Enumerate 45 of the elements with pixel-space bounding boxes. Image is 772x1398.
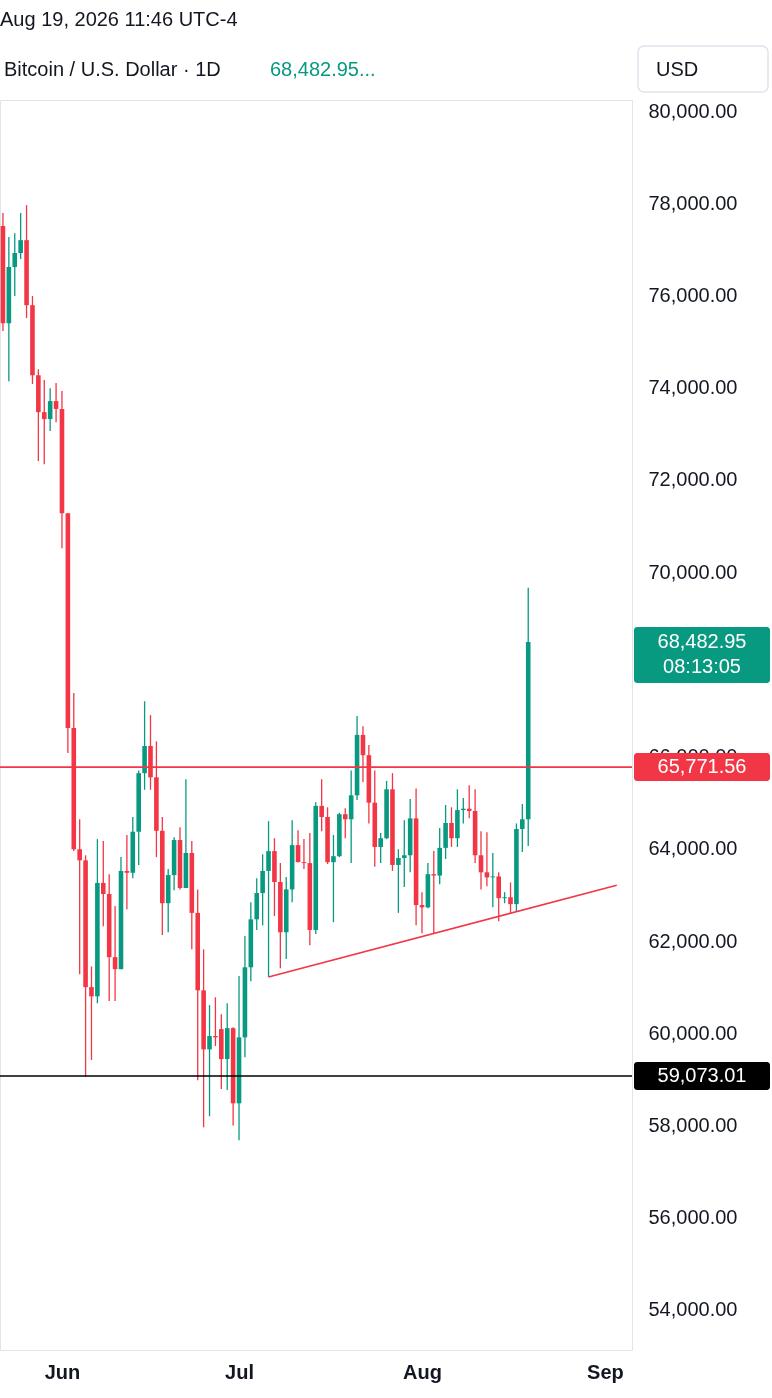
candlestick <box>260 853 265 926</box>
x-tick-label: Jul <box>225 1360 254 1383</box>
candlestick <box>449 806 454 848</box>
candlestick <box>89 965 94 1061</box>
candlestick <box>41 379 47 465</box>
x-tick-label: Jun <box>44 1360 81 1383</box>
ref-line-label: 65,771.56 <box>657 755 747 778</box>
candlestick <box>266 820 271 978</box>
y-tick-label: 70,000.00 <box>648 560 738 583</box>
y-tick-label: 58,000.00 <box>648 1113 738 1136</box>
x-tick-label: Aug <box>403 1360 442 1383</box>
text: Aug 19, 2026 11:46 UTC-4 <box>0 8 238 30</box>
y-tick-label: 56,000.00 <box>648 1206 738 1229</box>
y-tick-label: 78,000.00 <box>648 191 738 214</box>
candlestick <box>207 1004 212 1117</box>
candlestick <box>396 848 401 914</box>
candlestick <box>378 832 383 864</box>
candlestick <box>401 819 407 888</box>
y-tick-label: 62,000.00 <box>648 929 738 952</box>
candlestick <box>124 834 130 910</box>
candlestick <box>490 852 496 909</box>
candlestick <box>466 784 472 820</box>
ref-line-label: 59,073.01 <box>657 1063 747 1086</box>
y-tick-label: 74,000.00 <box>648 376 738 399</box>
text: 08:13:05 <box>663 655 741 678</box>
candlestick <box>319 778 324 832</box>
candlestick <box>331 834 336 923</box>
x-tick-label: Sep <box>587 1360 624 1383</box>
y-tick-label: 54,000.00 <box>648 1298 738 1321</box>
text: 68,482.95 <box>657 630 747 653</box>
candlestick <box>342 807 348 839</box>
y-tick-label: 76,000.00 <box>648 284 738 306</box>
y-tick-label: 72,000.00 <box>648 468 738 491</box>
text: USD <box>656 58 699 80</box>
y-tick-label: 80,000.00 <box>648 99 738 122</box>
candlestick <box>18 212 23 260</box>
candlestick <box>77 818 82 975</box>
candlestick <box>100 840 106 927</box>
y-tick-label: 60,000.00 <box>648 1021 738 1044</box>
candlestick <box>520 803 525 853</box>
candlestick <box>301 838 307 870</box>
y-tick-label: 64,000.00 <box>648 837 738 860</box>
text: 68,482.95... <box>270 58 376 80</box>
chart-title: Bitcoin / U.S. Dollar · 1D <box>4 58 221 80</box>
candlestick <box>12 232 18 297</box>
